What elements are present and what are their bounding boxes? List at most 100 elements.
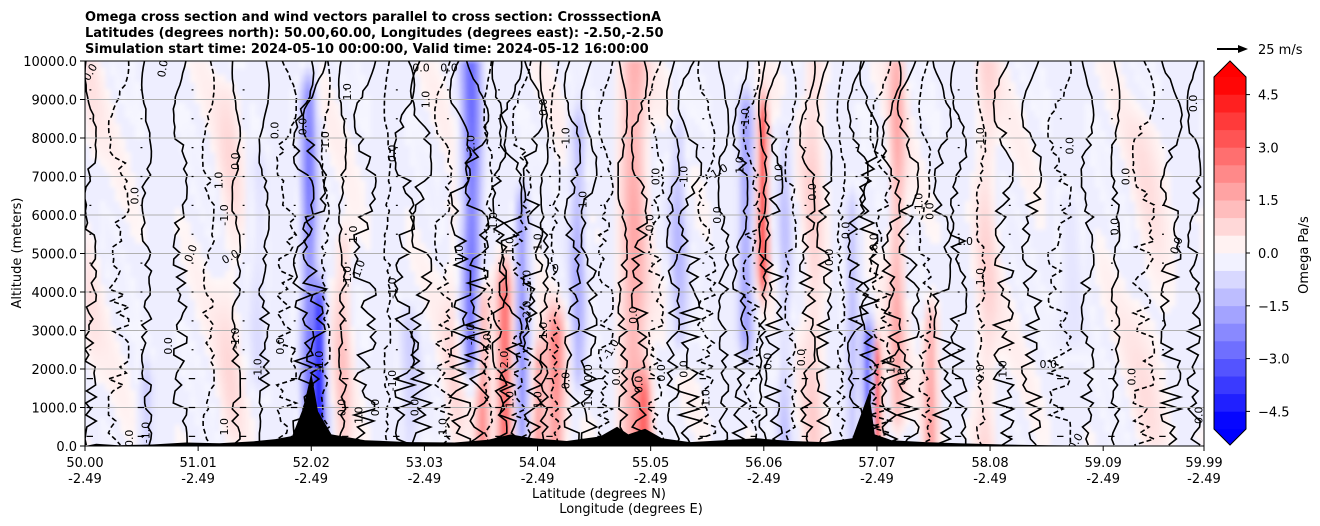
omega-cell xyxy=(95,110,101,118)
omega-cell xyxy=(635,362,641,370)
omega-cell xyxy=(470,306,476,314)
omega-cell xyxy=(510,313,516,321)
omega-cell xyxy=(540,292,546,300)
omega-cell xyxy=(580,418,586,426)
omega-cell xyxy=(220,110,226,118)
omega-cell xyxy=(425,103,431,111)
omega-cell xyxy=(345,264,351,272)
omega-cell xyxy=(135,89,141,97)
omega-cell xyxy=(500,320,506,328)
omega-cell xyxy=(805,348,811,356)
omega-cell xyxy=(765,264,771,272)
omega-cell xyxy=(215,348,221,356)
omega-cell xyxy=(225,278,231,286)
omega-cell xyxy=(440,292,446,300)
omega-cell xyxy=(540,362,546,370)
omega-cell xyxy=(450,131,456,139)
omega-cell xyxy=(680,131,686,139)
omega-cell xyxy=(635,194,641,202)
omega-cell xyxy=(190,348,196,356)
omega-cell xyxy=(260,208,266,216)
omega-cell xyxy=(740,194,746,202)
omega-cell xyxy=(450,208,456,216)
omega-cell xyxy=(625,215,631,223)
omega-cell xyxy=(485,124,491,132)
omega-cell xyxy=(480,355,486,363)
omega-cell xyxy=(565,334,571,342)
omega-cell xyxy=(635,369,641,377)
omega-cell xyxy=(345,138,351,146)
omega-cell xyxy=(420,278,426,286)
omega-cell xyxy=(810,411,816,419)
omega-cell xyxy=(775,61,781,69)
omega-cell xyxy=(670,341,676,349)
omega-cell xyxy=(300,61,306,69)
omega-cell xyxy=(805,159,811,167)
omega-cell xyxy=(535,187,541,195)
omega-cell xyxy=(335,397,341,405)
omega-cell xyxy=(190,390,196,398)
omega-cell xyxy=(475,131,481,139)
omega-cell xyxy=(580,229,586,237)
omega-cell xyxy=(645,68,651,76)
omega-cell xyxy=(555,313,561,321)
omega-cell xyxy=(250,362,256,370)
omega-field xyxy=(85,61,1204,446)
omega-cell xyxy=(795,369,801,377)
omega-cell xyxy=(305,285,311,293)
omega-cell xyxy=(565,236,571,244)
omega-cell xyxy=(415,397,421,405)
omega-cell xyxy=(180,110,186,118)
omega-cell xyxy=(120,82,126,90)
omega-cell xyxy=(460,222,466,230)
omega-cell xyxy=(575,103,581,111)
omega-cell xyxy=(145,355,151,363)
omega-cell xyxy=(190,159,196,167)
omega-cell xyxy=(745,369,751,377)
omega-cell xyxy=(695,320,701,328)
omega-cell xyxy=(665,278,671,286)
omega-cell xyxy=(260,285,266,293)
omega-cell xyxy=(220,383,226,391)
omega-cell xyxy=(100,82,106,90)
omega-cell xyxy=(100,439,106,446)
omega-cell xyxy=(230,166,236,174)
omega-cell xyxy=(305,348,311,356)
omega-cell xyxy=(250,418,256,426)
omega-cell xyxy=(240,222,246,230)
omega-cell xyxy=(470,271,476,279)
omega-cell xyxy=(215,152,221,160)
omega-cell xyxy=(480,103,486,111)
omega-cell xyxy=(460,320,466,328)
omega-cell xyxy=(680,376,686,384)
omega-cell xyxy=(765,285,771,293)
omega-cell xyxy=(520,313,526,321)
omega-cell xyxy=(140,124,146,132)
omega-cell xyxy=(575,383,581,391)
omega-cell xyxy=(250,131,256,139)
omega-cell xyxy=(460,411,466,419)
omega-cell xyxy=(765,243,771,251)
omega-cell xyxy=(810,215,816,223)
omega-cell xyxy=(185,348,191,356)
omega-cell xyxy=(475,411,481,419)
omega-cell xyxy=(660,89,666,97)
omega-cell xyxy=(590,299,596,307)
omega-cell xyxy=(670,229,676,237)
omega-cell xyxy=(505,383,511,391)
omega-cell xyxy=(785,201,791,209)
omega-cell xyxy=(250,278,256,286)
omega-cell xyxy=(355,82,361,90)
omega-cell xyxy=(755,271,761,279)
omega-cell xyxy=(795,278,801,286)
omega-cell xyxy=(465,299,471,307)
omega-cell xyxy=(630,334,636,342)
omega-cell xyxy=(410,418,416,426)
omega-cell xyxy=(760,152,766,160)
omega-cell xyxy=(400,334,406,342)
omega-cell xyxy=(675,334,681,342)
omega-cell xyxy=(735,124,741,132)
omega-cell xyxy=(510,397,516,405)
omega-cell xyxy=(110,432,116,440)
omega-cell xyxy=(615,320,621,328)
